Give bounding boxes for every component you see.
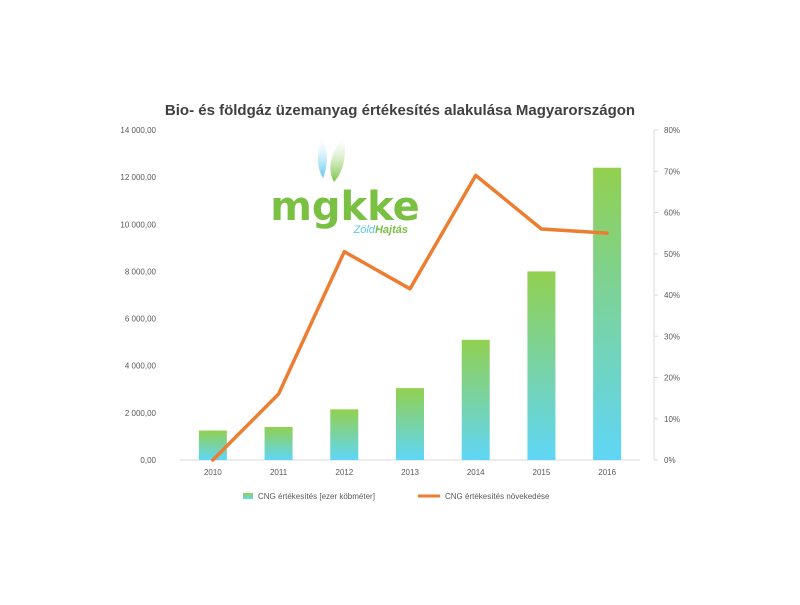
bar-2013 (396, 388, 424, 460)
y-left-tick-label: 14 000,00 (120, 126, 156, 135)
y-left-tick-label: 10 000,00 (120, 220, 156, 229)
legend-line-label: CNG értékesítés növekedése (445, 492, 550, 501)
chart-title: Bio- és földgáz üzemanyag értékesítés al… (165, 102, 635, 119)
x-tick-label: 2014 (467, 468, 485, 477)
y-right-tick-label: 80% (664, 126, 680, 135)
mgkke-logo: mgkke ZöldHajtás (270, 136, 420, 236)
y-left-tick-label: 4 000,00 (125, 362, 157, 371)
bar-2012 (330, 409, 358, 460)
bar-2010 (199, 431, 227, 460)
bar-2016 (593, 168, 621, 460)
y-right-tick-label: 70% (664, 167, 680, 176)
bar-2014 (462, 340, 490, 460)
legend: CNG értékesítés [ezer köbméter] CNG érték… (243, 492, 550, 501)
x-tick-label: 2012 (335, 468, 353, 477)
y-right-tick-label: 10% (664, 415, 680, 424)
x-tick-label: 2016 (598, 468, 616, 477)
y-left-tick-label: 2 000,00 (125, 409, 157, 418)
logo-tagline-part1: Zöld (353, 224, 376, 236)
y-left-tick-label: 8 000,00 (125, 267, 157, 276)
y-axis-right: 0% 10% 20% 30% 40% 50% 60% 70% 80% (654, 126, 680, 465)
y-right-tick-label: 0% (664, 456, 676, 465)
y-left-tick-label: 6 000,00 (125, 315, 157, 324)
bar-2015 (527, 271, 555, 460)
bar-2011 (265, 427, 293, 460)
logo-tagline: ZöldHajtás (353, 224, 408, 236)
x-tick-label: 2013 (401, 468, 419, 477)
y-right-tick-label: 30% (664, 332, 680, 341)
x-axis: 2010 2011 2012 2013 2014 2015 2016 (180, 460, 640, 477)
legend-bar-swatch (243, 493, 253, 499)
y-right-tick-label: 20% (664, 374, 680, 383)
y-right-tick-label: 50% (664, 250, 680, 259)
logo-green-leaf-icon (330, 136, 345, 182)
y-right-tick-label: 40% (664, 291, 680, 300)
legend-bar-label: CNG értékesítés [ezer köbméter] (258, 492, 375, 501)
logo-blue-flame-icon (318, 136, 327, 178)
y-axis-left: 0,00 2 000,00 4 000,00 6 000,00 8 000,00 10 0… (120, 126, 156, 465)
y-left-tick-label: 0,00 (140, 456, 156, 465)
y-left-tick-label: 12 000,00 (120, 173, 156, 182)
x-tick-label: 2015 (533, 468, 551, 477)
x-tick-label: 2011 (270, 468, 288, 477)
y-right-tick-label: 60% (664, 209, 680, 218)
x-tick-label: 2010 (204, 468, 222, 477)
logo-tagline-part2: Hajtás (375, 224, 408, 236)
